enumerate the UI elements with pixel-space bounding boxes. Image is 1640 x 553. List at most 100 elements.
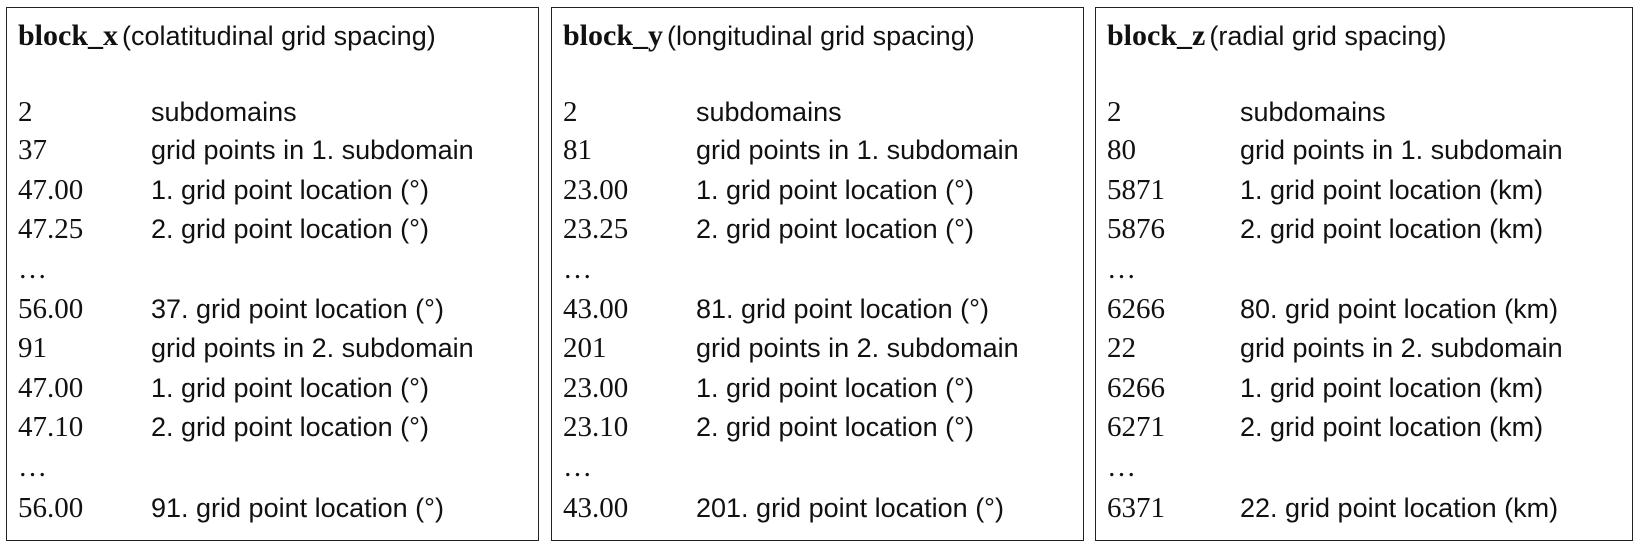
row-label: 1. grid point location (°) bbox=[151, 373, 429, 403]
row-value: … bbox=[1107, 253, 1136, 285]
row-value: 81 bbox=[563, 134, 592, 166]
row-value: 47.10 bbox=[18, 411, 84, 443]
row-value: … bbox=[18, 451, 47, 483]
row-value: 201 bbox=[563, 332, 607, 364]
row-value: 2 bbox=[1107, 96, 1122, 128]
list-item: 47.00 1. grid point location (°) bbox=[18, 368, 429, 408]
block-y-panel: block_y (longitudinal grid spacing) 2 sub… bbox=[551, 7, 1084, 541]
list-item: … bbox=[1107, 447, 1240, 487]
block-name: block_y bbox=[563, 19, 664, 52]
list-item: 43.00 81. grid point location (°) bbox=[563, 289, 989, 329]
row-label: 1. grid point location (km) bbox=[1240, 175, 1544, 205]
row-label: subdomains bbox=[151, 97, 297, 127]
block-description: (radial grid spacing) bbox=[1209, 21, 1447, 51]
list-item: 37 grid points in 1. subdomain bbox=[18, 130, 474, 170]
row-value: 47.25 bbox=[18, 213, 84, 245]
row-value: 23.00 bbox=[563, 174, 629, 206]
list-item: 23.00 1. grid point location (°) bbox=[563, 170, 974, 210]
row-label: 37. grid point location (°) bbox=[151, 294, 444, 324]
list-item: 56.00 37. grid point location (°) bbox=[18, 289, 444, 329]
row-label: 22. grid point location (km) bbox=[1240, 493, 1559, 523]
row-value: 80 bbox=[1107, 134, 1136, 166]
list-item: 47.10 2. grid point location (°) bbox=[18, 407, 429, 447]
row-label: grid points in 2. subdomain bbox=[696, 333, 1019, 363]
row-label: 81. grid point location (°) bbox=[696, 294, 989, 324]
row-label: 201. grid point location (°) bbox=[696, 493, 1004, 523]
block-x-panel: block_x (colatitudinal grid spacing) 2 su… bbox=[6, 7, 539, 541]
row-value: 23.10 bbox=[563, 411, 629, 443]
list-item: 23.25 2. grid point location (°) bbox=[563, 209, 974, 249]
row-value: 6271 bbox=[1107, 411, 1165, 443]
list-item: 2 subdomains bbox=[18, 92, 297, 132]
list-item: 22 grid points in 2. subdomain bbox=[1107, 328, 1563, 368]
list-item: 23.00 1. grid point location (°) bbox=[563, 368, 974, 408]
row-value: 6371 bbox=[1107, 492, 1165, 524]
row-value: 56.00 bbox=[18, 492, 84, 524]
row-value: 22 bbox=[1107, 332, 1136, 364]
row-label: grid points in 1. subdomain bbox=[696, 135, 1019, 165]
row-value: 37 bbox=[18, 134, 47, 166]
list-item: … bbox=[1107, 249, 1240, 289]
list-item: 81 grid points in 1. subdomain bbox=[563, 130, 1019, 170]
list-item: 5876 2. grid point location (km) bbox=[1107, 209, 1543, 249]
block-name: block_x bbox=[18, 19, 119, 52]
row-label: 2. grid point location (°) bbox=[696, 214, 974, 244]
list-item: 56.00 91. grid point location (°) bbox=[18, 488, 444, 528]
row-label: 2. grid point location (km) bbox=[1240, 214, 1544, 244]
row-value: 23.00 bbox=[563, 372, 629, 404]
row-value: 2 bbox=[563, 96, 578, 128]
row-value: 23.25 bbox=[563, 213, 629, 245]
row-label: 2. grid point location (°) bbox=[151, 214, 429, 244]
row-label: 80. grid point location (km) bbox=[1240, 294, 1559, 324]
row-value: 6266 bbox=[1107, 372, 1165, 404]
row-value: … bbox=[18, 253, 47, 285]
list-item: 6266 1. grid point location (km) bbox=[1107, 368, 1543, 408]
list-item: 2 subdomains bbox=[1107, 92, 1386, 132]
panel-title: block_z (radial grid spacing) bbox=[1107, 16, 1446, 56]
block-description: (colatitudinal grid spacing) bbox=[122, 21, 436, 51]
row-value: … bbox=[1107, 451, 1136, 483]
row-label: 2. grid point location (°) bbox=[151, 412, 429, 442]
row-label: 1. grid point location (°) bbox=[696, 175, 974, 205]
row-label: 91. grid point location (°) bbox=[151, 493, 444, 523]
block-description: (longitudinal grid spacing) bbox=[667, 21, 975, 51]
list-item: 23.10 2. grid point location (°) bbox=[563, 407, 974, 447]
block-name: block_z bbox=[1107, 19, 1206, 52]
list-item: 6371 22. grid point location (km) bbox=[1107, 488, 1558, 528]
row-label: subdomains bbox=[696, 97, 842, 127]
list-item: 47.00 1. grid point location (°) bbox=[18, 170, 429, 210]
list-item: 43.00 201. grid point location (°) bbox=[563, 488, 1004, 528]
row-label: grid points in 2. subdomain bbox=[1240, 333, 1563, 363]
row-value: 6266 bbox=[1107, 293, 1165, 325]
row-value: … bbox=[563, 253, 592, 285]
row-value: 56.00 bbox=[18, 293, 84, 325]
list-item: 2 subdomains bbox=[563, 92, 842, 132]
list-item: 47.25 2. grid point location (°) bbox=[18, 209, 429, 249]
list-item: … bbox=[18, 447, 151, 487]
row-value: 5876 bbox=[1107, 213, 1165, 245]
list-item: … bbox=[18, 249, 151, 289]
panel-title: block_y (longitudinal grid spacing) bbox=[563, 16, 975, 56]
row-label: 1. grid point location (°) bbox=[696, 373, 974, 403]
list-item: 201 grid points in 2. subdomain bbox=[563, 328, 1019, 368]
row-value: … bbox=[563, 451, 592, 483]
row-value: 43.00 bbox=[563, 293, 629, 325]
row-label: grid points in 1. subdomain bbox=[151, 135, 474, 165]
list-item: … bbox=[563, 249, 696, 289]
list-item: 5871 1. grid point location (km) bbox=[1107, 170, 1543, 210]
row-value: 2 bbox=[18, 96, 33, 128]
panel-title: block_x (colatitudinal grid spacing) bbox=[18, 16, 436, 56]
list-item: 6266 80. grid point location (km) bbox=[1107, 289, 1558, 329]
row-value: 43.00 bbox=[563, 492, 629, 524]
row-label: 2. grid point location (°) bbox=[696, 412, 974, 442]
block-z-panel: block_z (radial grid spacing) 2 subdomain… bbox=[1095, 7, 1633, 541]
row-value: 91 bbox=[18, 332, 47, 364]
row-value: 5871 bbox=[1107, 174, 1165, 206]
row-label: subdomains bbox=[1240, 97, 1386, 127]
row-value: 47.00 bbox=[18, 174, 84, 206]
row-label: 1. grid point location (km) bbox=[1240, 373, 1544, 403]
list-item: … bbox=[563, 447, 696, 487]
list-item: 6271 2. grid point location (km) bbox=[1107, 407, 1543, 447]
list-item: 91 grid points in 2. subdomain bbox=[18, 328, 474, 368]
row-label: grid points in 1. subdomain bbox=[1240, 135, 1563, 165]
